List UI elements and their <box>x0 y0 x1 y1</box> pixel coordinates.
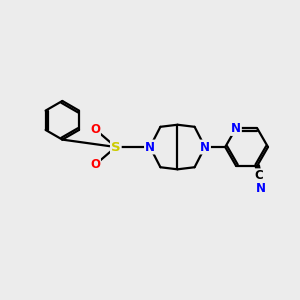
Text: C: C <box>255 169 263 182</box>
Text: S: S <box>111 140 121 154</box>
Text: N: N <box>200 140 210 154</box>
Text: N: N <box>145 140 155 154</box>
Text: O: O <box>90 123 100 136</box>
Text: N: N <box>231 122 241 135</box>
Text: O: O <box>90 158 100 171</box>
Text: N: N <box>256 182 266 195</box>
